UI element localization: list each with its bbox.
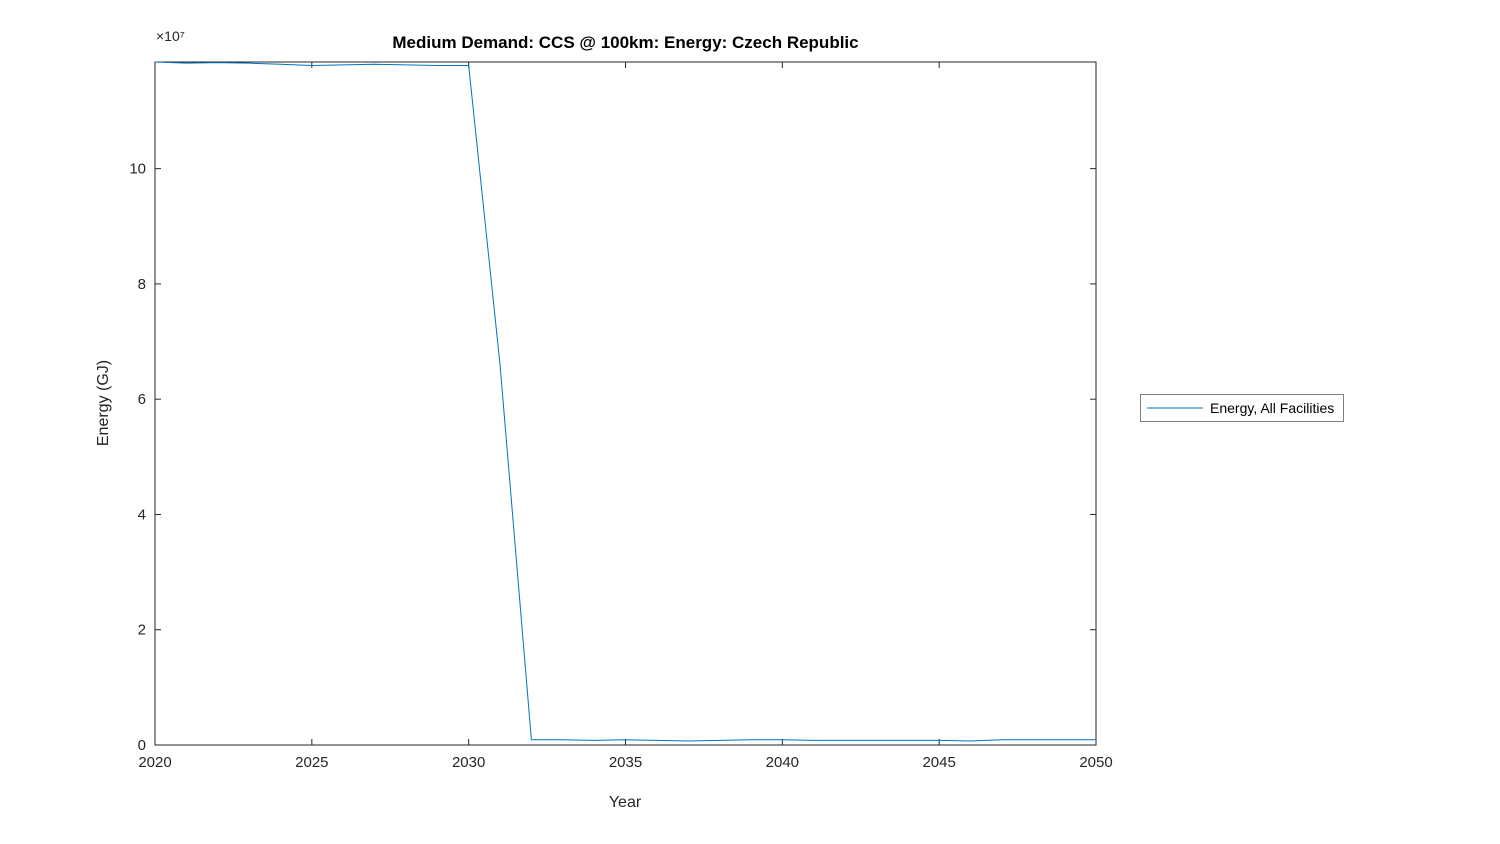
legend-label: Energy, All Facilities bbox=[1210, 400, 1335, 416]
x-tick-label: 2035 bbox=[609, 754, 642, 771]
y-tick-label: 10 bbox=[129, 161, 146, 178]
x-tick-label: 2020 bbox=[138, 754, 171, 771]
axes-box bbox=[154, 61, 1097, 746]
x-tick-label: 2040 bbox=[766, 754, 799, 771]
y-tick-label: 4 bbox=[138, 506, 146, 523]
legend[interactable]: Energy, All Facilities bbox=[1140, 394, 1345, 422]
y-tick-label: 0 bbox=[138, 737, 146, 754]
x-tick-label: 2050 bbox=[1079, 754, 1112, 771]
series-line bbox=[154, 61, 1096, 742]
y-tick-label: 2 bbox=[138, 622, 146, 639]
y-tick-label: 8 bbox=[138, 276, 146, 293]
x-tick-label: 2025 bbox=[295, 754, 328, 771]
chart-title: Medium Demand: CCS @ 100km: Energy: Czec… bbox=[392, 33, 859, 52]
y-axis-multiplier: ×10⁷ bbox=[156, 28, 185, 44]
y-tick-label: 6 bbox=[138, 391, 146, 408]
legend-line-sample bbox=[1147, 407, 1203, 409]
x-tick-label: 2045 bbox=[922, 754, 955, 771]
x-axis-label: Year bbox=[608, 794, 642, 811]
x-tick-label: 2030 bbox=[452, 754, 485, 771]
